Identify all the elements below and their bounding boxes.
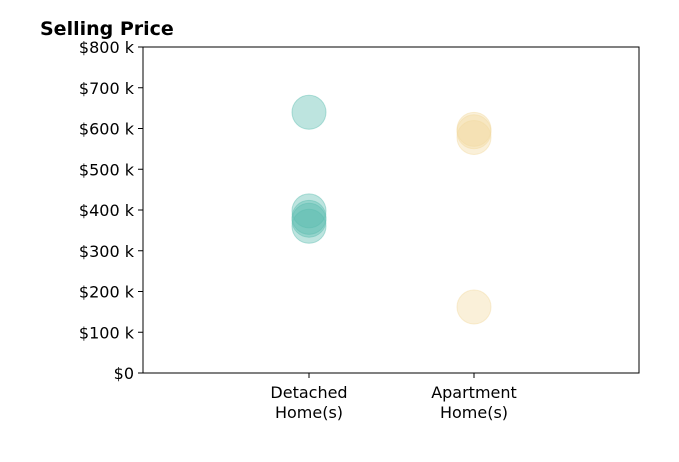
data-point: [456, 119, 492, 155]
y-tick-label: $300 k: [79, 242, 135, 261]
y-tick-label: $0: [114, 364, 134, 383]
y-axis: $0 $100 k $200 k $300 k $400 k $500 k $600 k $7…: [79, 38, 143, 383]
data-point: [291, 193, 327, 229]
data-point: [291, 94, 327, 130]
data-point: [291, 199, 327, 235]
data-point: [291, 208, 327, 244]
y-tick-label: $100 k: [79, 323, 135, 342]
plot-frame: [142, 46, 640, 374]
y-tick-label: $600 k: [79, 120, 135, 139]
y-tick-label: $800 k: [79, 38, 135, 57]
data-point: [291, 202, 327, 238]
y-tick-label: $700 k: [79, 79, 135, 98]
data-point: [456, 111, 492, 147]
data-points: [291, 94, 492, 325]
x-tick-label: Detached Home(s): [270, 383, 347, 422]
data-point: [456, 114, 492, 150]
data-point: [456, 289, 492, 325]
y-tick-label: $500 k: [79, 160, 135, 179]
y-tick-label: $200 k: [79, 283, 135, 302]
x-tick-label: Apartment Home(s): [431, 383, 517, 422]
x-axis: Detached Home(s) Apartment Home(s): [270, 373, 517, 422]
y-tick-label: $400 k: [79, 201, 135, 220]
chart-title: Selling Price: [40, 18, 174, 40]
